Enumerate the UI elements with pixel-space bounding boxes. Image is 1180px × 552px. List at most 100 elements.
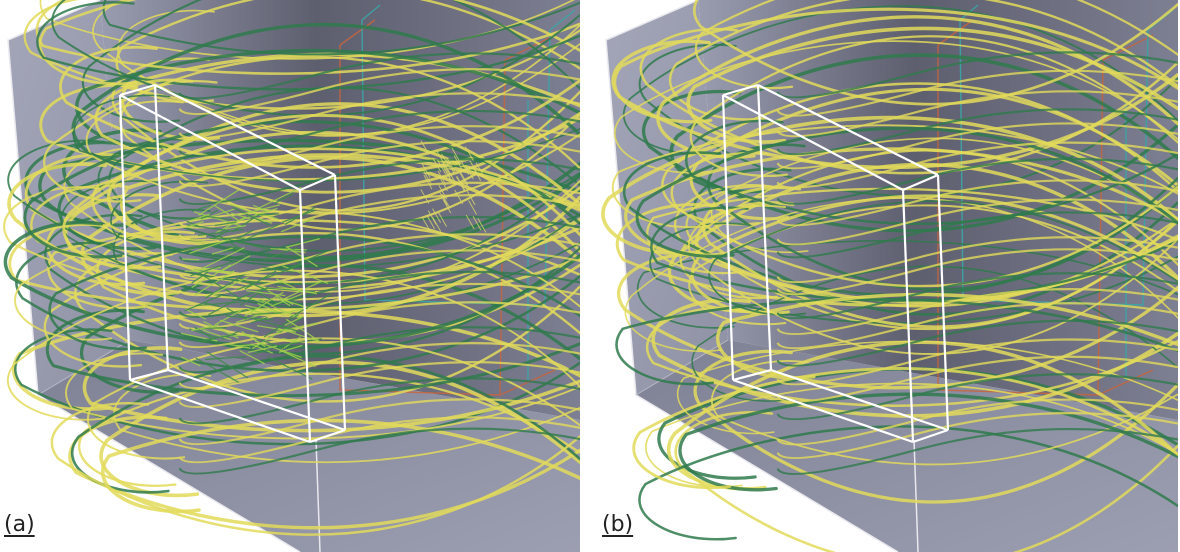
streamline xyxy=(3,220,580,349)
streamline-segment xyxy=(445,159,455,174)
streamline-segment xyxy=(276,278,306,295)
box-edge xyxy=(129,368,169,382)
streamline-segment xyxy=(262,262,305,280)
streamline xyxy=(632,367,1178,490)
streamline-segment xyxy=(204,274,245,299)
streamline xyxy=(178,427,580,475)
streamline-segment xyxy=(258,293,277,304)
box-edge xyxy=(333,174,347,431)
box-edge xyxy=(167,368,346,432)
streamline xyxy=(43,55,580,203)
panel-a: (a) xyxy=(0,0,580,552)
streamline xyxy=(776,272,1178,320)
streamline-segment xyxy=(439,176,448,192)
streamline xyxy=(686,26,1178,144)
streamline xyxy=(7,162,580,318)
streamline xyxy=(117,9,580,136)
streamline xyxy=(685,119,1178,225)
streamline xyxy=(7,139,580,285)
front-inner-box xyxy=(118,83,347,444)
box-edge xyxy=(309,428,346,444)
streamline xyxy=(687,204,1178,355)
streamline xyxy=(178,301,580,349)
streamline xyxy=(68,415,580,530)
streamline xyxy=(624,197,1178,352)
streamline-segment xyxy=(225,315,273,321)
streamline-segment xyxy=(253,318,301,333)
streamline xyxy=(615,297,1178,386)
streamline xyxy=(670,152,1178,288)
streamline-segment xyxy=(251,316,268,324)
box-edge xyxy=(119,94,301,191)
streamline xyxy=(694,0,1178,90)
streamline xyxy=(679,149,1178,299)
streamline-segment xyxy=(442,198,452,214)
flow-visualization-b xyxy=(601,0,1178,552)
streamline-segment xyxy=(254,340,303,359)
streamline-segment xyxy=(239,350,265,365)
streamline-segment xyxy=(241,204,280,215)
streamline-segment xyxy=(420,140,430,155)
streamline xyxy=(71,22,580,170)
streamline-segment xyxy=(441,153,451,169)
streamline-segment xyxy=(214,309,243,326)
streamline-segment xyxy=(239,286,269,306)
streamline-segment xyxy=(438,184,448,200)
box-edge xyxy=(298,189,312,443)
streamline xyxy=(14,210,580,341)
streamline xyxy=(80,155,580,296)
streamline-segment xyxy=(421,163,431,178)
streamline-segment xyxy=(224,225,247,230)
streamline-segment xyxy=(451,147,461,163)
box-edge xyxy=(118,94,132,381)
streamline-segment xyxy=(251,348,270,355)
outer-box-edge xyxy=(605,0,899,552)
streamline-segment xyxy=(213,276,249,295)
streamline-segment xyxy=(193,266,221,271)
streamline-segment xyxy=(197,228,245,237)
streamline-segment xyxy=(199,208,236,221)
streamline xyxy=(178,194,580,242)
streamline-segment xyxy=(208,297,239,316)
streamline-segment xyxy=(277,327,320,343)
streamline-segment xyxy=(184,270,234,273)
streamline xyxy=(776,51,1178,99)
box-edge xyxy=(722,83,759,97)
streamline xyxy=(36,1,580,91)
streamline-segment xyxy=(453,155,463,170)
streamline-segment xyxy=(446,166,455,182)
streamline-segment xyxy=(274,193,294,204)
streamline xyxy=(776,398,1178,446)
box-edge xyxy=(936,174,950,431)
streamline xyxy=(776,319,1178,367)
streamline xyxy=(668,0,1178,121)
streamline xyxy=(102,0,580,56)
streamline-segment xyxy=(190,260,236,277)
streamline xyxy=(101,418,580,514)
streamline-segment xyxy=(270,248,307,251)
streamline-segment xyxy=(191,271,209,284)
streamline xyxy=(690,194,1178,315)
streamline-segment xyxy=(214,204,239,221)
box-edge xyxy=(732,378,914,444)
streamline-segment xyxy=(198,242,219,249)
streamline-segment xyxy=(280,217,315,233)
streamline-segment xyxy=(257,302,282,314)
streamline-segment xyxy=(258,297,275,308)
streamline xyxy=(613,40,1178,174)
streamline xyxy=(178,326,580,374)
streamline-segment xyxy=(437,159,447,175)
streamline-segment xyxy=(246,290,286,297)
streamline-segment xyxy=(251,312,282,316)
streamline-segment xyxy=(459,170,469,186)
streamline-segment xyxy=(212,264,232,276)
streamline-segment xyxy=(189,239,229,254)
box-edge xyxy=(757,84,939,176)
streamline-segment xyxy=(257,213,280,216)
streamline-segment xyxy=(200,247,245,270)
streamline-segment xyxy=(264,246,299,261)
box-edge xyxy=(756,84,773,371)
streamline-segment xyxy=(423,174,433,190)
box-edge xyxy=(129,378,311,444)
streamline xyxy=(50,402,580,536)
